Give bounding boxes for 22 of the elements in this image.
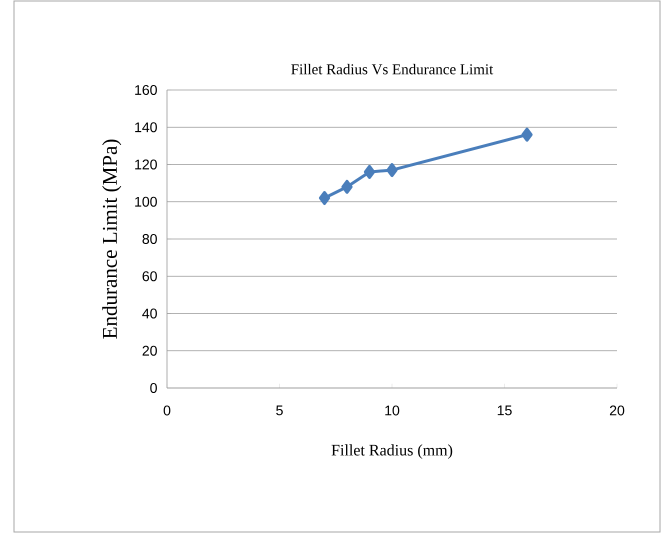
- x-tick-label: 15: [498, 406, 512, 416]
- y-tick-label: 160: [135, 85, 157, 95]
- y-tick-label: 60: [142, 271, 157, 282]
- y-tick-label: 0: [150, 383, 157, 393]
- y-tick-label: 40: [142, 308, 157, 318]
- y-tick-label: 20: [142, 346, 157, 356]
- chart-title: Fillet Radius Vs Endurance Limit: [291, 64, 494, 74]
- point: [341, 180, 353, 194]
- x-tick-label: 0: [164, 406, 170, 416]
- y-tick-label: 100: [135, 196, 157, 207]
- y-axis-title: Endurance Limit (MPa): [102, 140, 122, 339]
- y-tick-label: 120: [135, 160, 157, 170]
- point: [521, 128, 533, 142]
- x-axis-title: Fillet Radius (mm): [332, 444, 452, 459]
- y-tick-label: 140: [135, 122, 157, 132]
- y-tick-label: 80: [142, 234, 157, 244]
- x-tick-label: 5: [276, 406, 283, 416]
- x-tick-label: 10: [385, 406, 400, 416]
- point: [386, 163, 398, 178]
- x-tick-label: 20: [610, 406, 624, 416]
- point: [364, 164, 376, 179]
- point: [318, 191, 330, 206]
